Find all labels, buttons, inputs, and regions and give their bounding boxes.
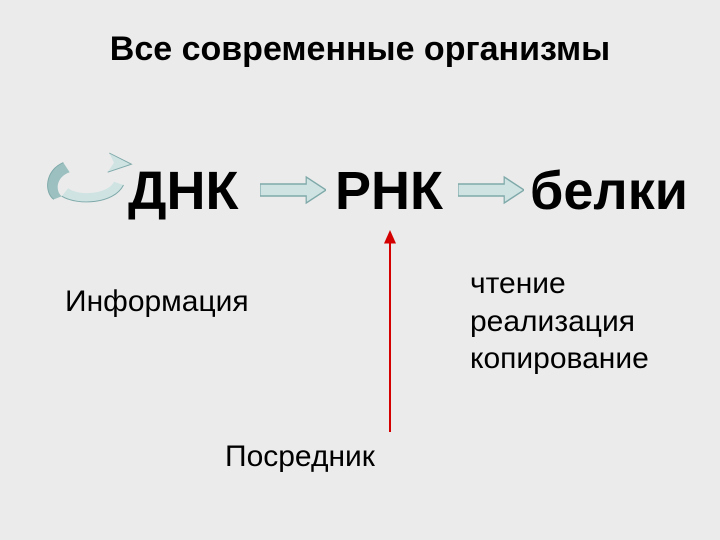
- functions-line: реализация: [470, 303, 649, 341]
- functions-list: чтение реализация копирование: [470, 265, 649, 378]
- loop-arrow-icon: [38, 145, 133, 225]
- arrow-dna-to-rna-icon: [260, 175, 326, 205]
- diagram-title: Все современные организмы: [0, 30, 720, 69]
- functions-line: копирование: [470, 340, 649, 378]
- functions-line: чтение: [470, 265, 649, 303]
- arrow-mediator-icon: [380, 230, 400, 432]
- arrow-rna-to-prot-icon: [458, 175, 524, 205]
- node-dna: ДНК: [128, 160, 238, 222]
- diagram-stage: Все современные организмы ДНК РНК белки …: [0, 0, 720, 540]
- node-proteins: белки: [530, 160, 688, 222]
- label-mediator: Посредник: [225, 440, 375, 474]
- node-rna: РНК: [335, 160, 443, 222]
- label-information: Информация: [65, 285, 249, 319]
